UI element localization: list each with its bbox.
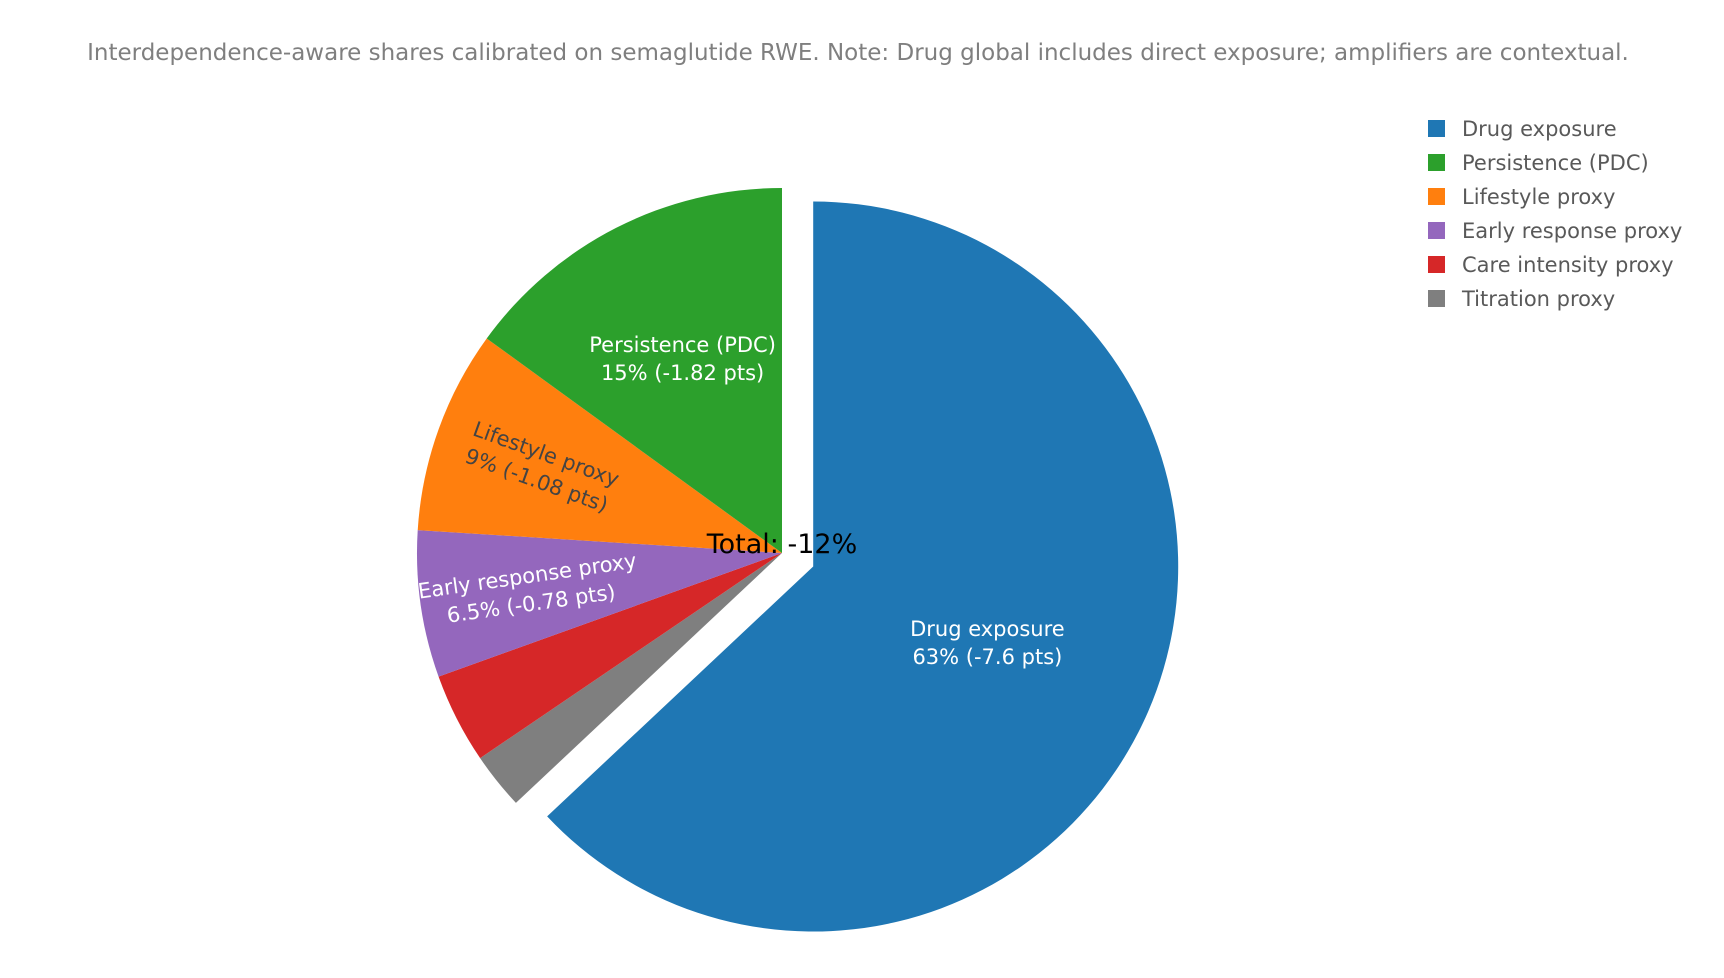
legend-swatch-persistence-pdc[interactable] [1428, 154, 1445, 171]
legend-label-early-response-proxy[interactable]: Early response proxy [1462, 219, 1682, 243]
pie-slices [417, 188, 1179, 932]
chart-title: Interdependence-aware shares calibrated … [87, 40, 1629, 66]
legend-label-lifestyle-proxy[interactable]: Lifestyle proxy [1462, 185, 1615, 209]
pie-slice-drug-exposure [547, 201, 1179, 932]
slice-label-drug-exposure: Drug exposure 63% (-7.6 pts) [910, 617, 1065, 669]
legend-swatch-titration-proxy[interactable] [1428, 290, 1445, 307]
pie-slice-early-response-proxy [417, 530, 782, 677]
legend-label-persistence-pdc[interactable]: Persistence (PDC) [1462, 151, 1649, 175]
legend-label-titration-proxy[interactable]: Titration proxy [1461, 287, 1615, 311]
pie-slice-lifestyle-proxy [417, 338, 782, 553]
pie-slice-titration-proxy [480, 553, 782, 803]
legend-swatch-early-response-proxy[interactable] [1428, 222, 1445, 239]
legend-label-drug-exposure[interactable]: Drug exposure [1462, 117, 1617, 141]
legend-swatch-care-intensity-proxy[interactable] [1428, 256, 1445, 273]
legend-swatch-drug-exposure[interactable] [1428, 120, 1445, 137]
legend-label-care-intensity-proxy[interactable]: Care intensity proxy [1462, 253, 1674, 277]
legend: Drug exposure Persistence (PDC) Lifestyle … [1428, 117, 1682, 311]
pie-slice-persistence-pdc [486, 188, 782, 553]
slice-label-persistence-pdc: Persistence (PDC) 15% (-1.82 pts) [589, 333, 776, 385]
center-total-label: Total: -12% [706, 529, 858, 560]
legend-swatch-lifestyle-proxy[interactable] [1428, 188, 1445, 205]
pie-slice-care-intensity-proxy [438, 553, 782, 759]
